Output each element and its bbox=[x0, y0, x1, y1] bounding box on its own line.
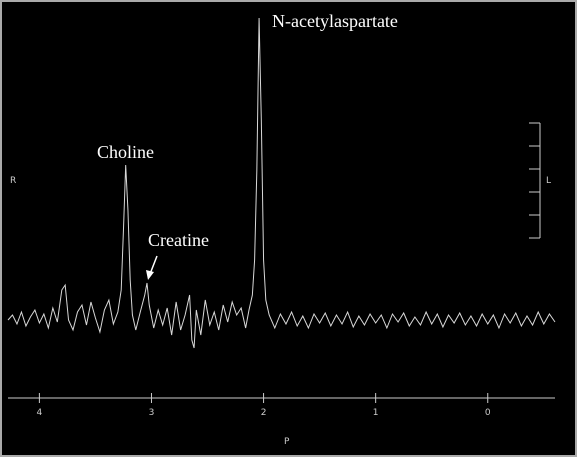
x-tick-label: 3 bbox=[149, 408, 155, 418]
side-label: L bbox=[546, 176, 551, 186]
x-tick-label: 0 bbox=[485, 408, 491, 418]
spectrum-line bbox=[7, 17, 556, 349]
annotation: Choline bbox=[97, 142, 154, 162]
x-tick-label: 2 bbox=[261, 408, 267, 418]
scale-bar bbox=[529, 122, 541, 239]
arrow bbox=[146, 255, 158, 280]
annotation: N-acetylaspartate bbox=[272, 11, 398, 31]
side-label: R bbox=[10, 176, 16, 186]
annotation: Creatine bbox=[148, 230, 209, 250]
x-tick-label: 1 bbox=[373, 408, 379, 418]
x-axis-label: P bbox=[284, 437, 290, 447]
x-tick-label: 4 bbox=[37, 408, 43, 418]
